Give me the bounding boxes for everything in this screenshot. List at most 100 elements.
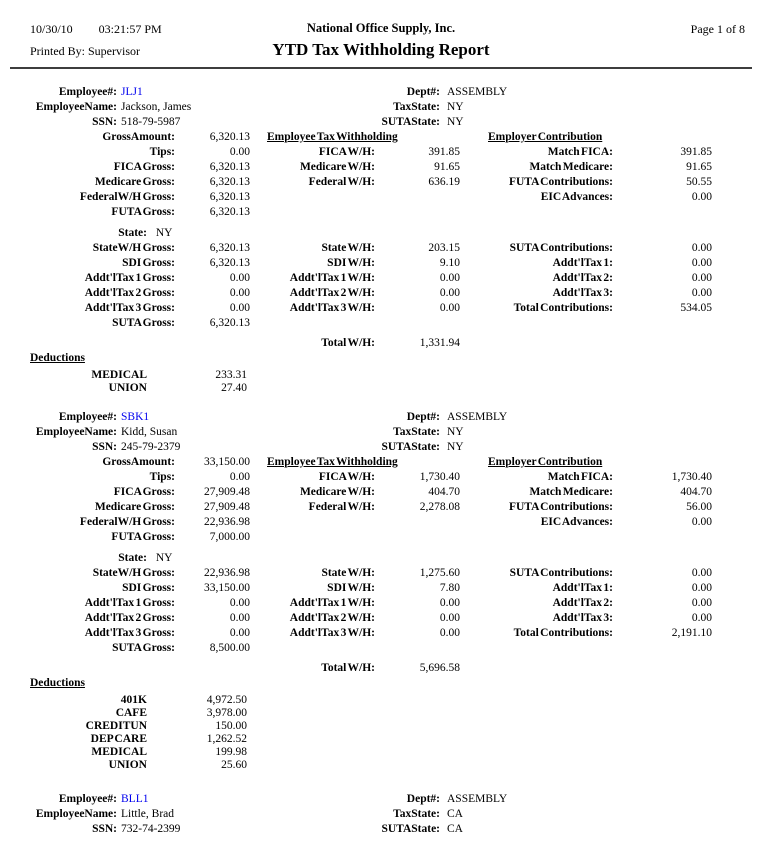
federal-wh-gross-label: FederalW/H Gross: (79, 516, 175, 528)
addtl-tax2-value: 0.00 (691, 272, 712, 284)
employee-id-link[interactable]: SBK1 (121, 411, 150, 423)
fica-wh-value: 391.85 (428, 146, 460, 158)
futa-gross-value: 7,000.00 (209, 531, 250, 543)
federal-wh-gross-row: FederalW/H Gross: 6,320.13 EIC Advances:… (30, 190, 762, 205)
deductions-header: Deductions (30, 352, 85, 364)
deduction-amount: 4,972.50 (206, 694, 247, 706)
deduction-row: DEP CARE 1,262.52 (30, 733, 762, 746)
suta-contributions-value: 0.00 (691, 567, 712, 579)
medicare-wh-label: Medicare W/H: (299, 161, 375, 173)
tax-state-label: TaxState: (393, 808, 440, 820)
match-medicare-value: 91.65 (686, 161, 712, 173)
addtl-tax3-wh-label: Addt'lTax 3 W/H: (289, 302, 375, 314)
suta-state-value: NY (447, 116, 464, 128)
deduction-code: CREDITUN (85, 720, 147, 732)
dept-label: Dept#: (406, 411, 440, 423)
fica-gross-label: FICA Gross: (113, 161, 175, 173)
tips-row: Tips: 0.00 FICA W/H: 391.85 Match FICA: … (30, 145, 762, 160)
addtl-tax1-wh-label: Addt'lTax 1 W/H: (289, 597, 375, 609)
addtl-tax1-gross-label: Addt'lTax 1 Gross: (84, 272, 175, 284)
deduction-code: DEP CARE (90, 733, 147, 745)
employee-id-link[interactable]: BLL1 (121, 793, 149, 805)
fica-gross-value: 6,320.13 (209, 161, 250, 173)
federal-wh-label: Federal W/H: (308, 176, 375, 188)
addtl-tax1-wh-label: Addt'lTax 1 W/H: (289, 272, 375, 284)
print-date: 10/30/10 (30, 22, 73, 36)
addtl-tax3-label: Addt'lTax 3: (552, 612, 613, 624)
employee-name-label: EmployeeName: (35, 426, 117, 438)
suta-contributions-label: SUTA Contributions: (509, 242, 613, 254)
fica-gross-label: FICA Gross: (113, 486, 175, 498)
employee-no-label: Employee#: (58, 793, 117, 805)
addtl-tax2-value: 0.00 (691, 597, 712, 609)
sdi-wh-label: SDI W/H: (327, 582, 375, 594)
sdi-gross-label: SDI Gross: (122, 257, 175, 269)
gross-amount-value: 6,320.13 (209, 131, 250, 143)
state-wh-gross-row: StateW/H Gross: 22,936.98 State W/H: 1,2… (30, 566, 762, 581)
match-fica-label: Match FICA: (547, 146, 613, 158)
addtl-tax1-gross-row: Addt'lTax 1 Gross: 0.00 Addt'lTax 1 W/H:… (30, 271, 762, 286)
header-divider (10, 67, 752, 69)
dept-value: ASSEMBLY (447, 411, 508, 423)
employee-id-link[interactable]: JLJ1 (121, 86, 143, 98)
suta-gross-value: 8,500.00 (209, 642, 250, 654)
employer-contribution-header: Employer Contribution (488, 131, 603, 143)
suta-contributions-label: SUTA Contributions: (509, 567, 613, 579)
state-wh-gross-row: StateW/H Gross: 6,320.13 State W/H: 203.… (30, 241, 762, 256)
company-name: National Office Supply, Inc. (306, 21, 456, 35)
sdi-wh-label: SDI W/H: (327, 257, 375, 269)
suta-contributions-value: 0.00 (691, 242, 712, 254)
deduction-code: MEDICAL (91, 369, 147, 381)
addtl-tax2-label: Addt'lTax 2: (552, 597, 613, 609)
federal-wh-value: 636.19 (428, 176, 460, 188)
employee-id-row: Employee#: SBK1 Dept#: ASSEMBLY (30, 410, 762, 425)
federal-wh-gross-value: 22,936.98 (204, 516, 250, 528)
dept-value: ASSEMBLY (447, 793, 508, 805)
employee-name-row: EmployeeName: Little, Brad TaxState: CA (30, 807, 762, 822)
addtl-tax3-gross-value: 0.00 (229, 627, 250, 639)
federal-wh-gross-row: FederalW/H Gross: 22,936.98 EIC Advances… (30, 515, 762, 530)
deduction-amount: 25.60 (221, 759, 247, 771)
tax-state-value: NY (447, 426, 464, 438)
federal-wh-gross-label: FederalW/H Gross: (79, 191, 175, 203)
employee-id-row: Employee#: BLL1 Dept#: ASSEMBLY (30, 792, 762, 807)
state-label: State: (118, 552, 147, 564)
tax-state-label: TaxState: (393, 426, 440, 438)
print-datetime: 10/30/10 03:21:57 PM (30, 22, 162, 37)
total-contributions-label: Total Contributions: (513, 302, 613, 314)
deduction-amount: 1,262.52 (206, 733, 247, 745)
federal-wh-gross-value: 6,320.13 (209, 191, 250, 203)
match-medicare-label: Match Medicare: (529, 161, 613, 173)
sdi-wh-value: 7.80 (439, 582, 460, 594)
tax-state-value: CA (447, 808, 463, 820)
suta-gross-label: SUTA Gross: (112, 642, 175, 654)
addtl-tax2-gross-value: 0.00 (229, 612, 250, 624)
total-contributions-value: 534.05 (680, 302, 712, 314)
tips-label: Tips: (149, 471, 175, 483)
ssn-value: 732-74-2399 (121, 823, 181, 835)
match-fica-label: Match FICA: (547, 471, 613, 483)
deduction-row: UNION 25.60 (30, 759, 762, 772)
state-wh-label: State W/H: (321, 567, 375, 579)
ssn-label: SSN: (92, 823, 117, 835)
addtl-tax3-wh-value: 0.00 (439, 302, 460, 314)
addtl-tax3-gross-label: Addt'lTax 3 Gross: (84, 302, 175, 314)
addtl-tax2-gross-label: Addt'lTax 2 Gross: (84, 287, 175, 299)
suta-gross-row: SUTA Gross: 6,320.13 (30, 316, 762, 331)
deduction-code: UNION (108, 382, 147, 394)
addtl-tax2-wh-label: Addt'lTax 2 W/H: (289, 287, 375, 299)
futa-gross-row: FUTA Gross: 6,320.13 (30, 205, 762, 220)
sdi-gross-value: 6,320.13 (209, 257, 250, 269)
state-wh-gross-label: StateW/H Gross: (92, 242, 175, 254)
employee-name-label: EmployeeName: (35, 808, 117, 820)
deduction-row: CAFE 3,978.00 (30, 707, 762, 720)
state-label: State: (118, 227, 147, 239)
eic-advances-label: EIC Advances: (540, 516, 613, 528)
addtl-tax1-gross-row: Addt'lTax 1 Gross: 0.00 Addt'lTax 1 W/H:… (30, 596, 762, 611)
medicare-wh-value: 404.70 (428, 486, 460, 498)
deduction-amount: 27.40 (221, 382, 247, 394)
print-time: 03:21:57 PM (98, 22, 162, 36)
employee-name-value: Little, Brad (121, 808, 175, 820)
fica-wh-label: FICA W/H: (318, 471, 375, 483)
tips-label: Tips: (149, 146, 175, 158)
